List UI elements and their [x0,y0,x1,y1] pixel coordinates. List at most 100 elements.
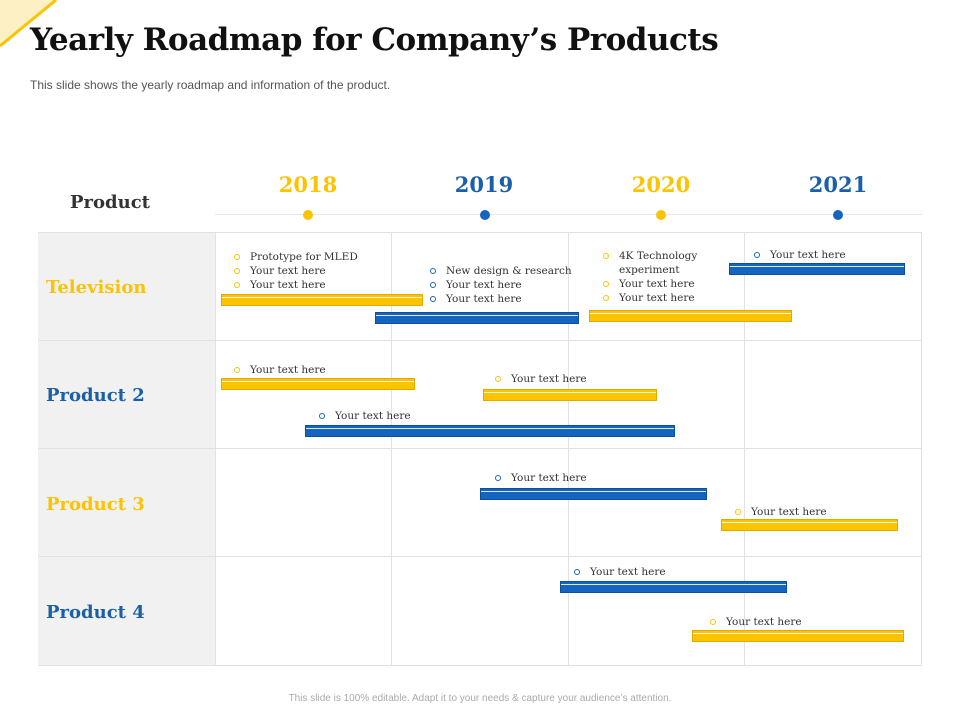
note-p3-a: Your text here [493,471,587,485]
note-item: Your text here [601,291,697,305]
year-label-2021: 2021 [808,172,868,197]
grid-line [568,232,569,665]
grid-line [391,232,392,665]
timeline-dot-2018 [303,210,313,220]
grid-line [38,340,922,341]
note-item: Your text here [232,278,358,292]
note-p4-b: Your text here [708,615,802,629]
timeline-dot-2019 [480,210,490,220]
timeline-line [215,214,922,215]
bullet-icon [234,367,240,373]
note-item: Your text here [317,409,411,423]
note-text: Your text here [751,506,827,518]
roadmap-bar[interactable] [589,310,792,322]
year-label-2018: 2018 [278,172,338,197]
year-label-2019: 2019 [454,172,514,197]
note-text: Your text here [511,373,587,385]
bullet-icon [430,282,436,288]
note-item: Your text here [572,565,666,579]
note-tv-2021: Your text here [752,248,846,262]
note-text: Your text here [250,364,326,376]
grid-line [38,665,922,666]
grid-line [38,232,922,233]
roadmap-bar[interactable] [729,263,905,275]
note-text: Your text here [590,566,666,578]
row-label-product-2: Product 2 [46,385,145,406]
bullet-icon [234,282,240,288]
bullet-icon [754,252,760,258]
note-p4-a: Your text here [572,565,666,579]
note-item: Your text here [428,292,572,306]
note-item: Your text here [493,471,587,485]
note-text: Prototype for MLED [250,251,358,263]
product-column-header: Product [70,192,150,213]
corner-accent [0,0,57,48]
grid-line [215,232,216,665]
bullet-icon [234,268,240,274]
bullet-icon [430,268,436,274]
note-item: New design & research [428,264,572,278]
timeline-dot-2020 [656,210,666,220]
note-item: Your text here [232,264,358,278]
bullet-icon [603,281,609,287]
note-p2-a: Your text here [232,363,326,377]
note-p2-b: Your text here [493,372,587,386]
roadmap-bar[interactable] [721,519,898,531]
bullet-icon [495,376,501,382]
note-text: New design & research [446,265,572,277]
note-text: Your text here [446,293,522,305]
note-item: Your text here [708,615,802,629]
grid-line [38,556,922,557]
roadmap-bar[interactable] [221,294,423,306]
note-item: Your text here [733,505,827,519]
note-text: experiment [619,264,680,276]
page-subtitle: This slide shows the yearly roadmap and … [30,78,391,92]
row-label-product-4: Product 4 [46,602,145,623]
bullet-icon [495,475,501,481]
roadmap-bar[interactable] [221,378,415,390]
note-item: Prototype for MLED [232,250,358,264]
bullet-icon [319,413,325,419]
bullet-icon [735,509,741,515]
bullet-icon [603,253,609,259]
bullet-icon [574,569,580,575]
bullet-icon [234,254,240,260]
row-label-product-3: Product 3 [46,494,145,515]
note-text: Your text here [446,279,522,291]
note-text: 4K Technology [619,250,698,262]
roadmap-bar[interactable] [305,425,675,437]
bullet-icon [710,619,716,625]
note-tv-2020: 4K Technology experiment Your text here You… [601,249,697,305]
bullet-icon [430,296,436,302]
note-text: Your text here [511,472,587,484]
note-text: Your text here [250,265,326,277]
grid-line [744,232,745,665]
roadmap-bar[interactable] [480,488,707,500]
grid-line [38,448,922,449]
grid-line [921,232,922,665]
note-item: experiment [601,263,697,277]
bullet-icon [603,295,609,301]
roadmap-bar[interactable] [483,389,657,401]
note-text: Your text here [770,249,846,261]
note-tv-2018: Prototype for MLED Your text here Your tex… [232,250,358,292]
note-text: Your text here [619,292,695,304]
note-item: Your text here [601,277,697,291]
note-item: 4K Technology [601,249,697,263]
note-item: Your text here [493,372,587,386]
row-label-television: Television [46,277,147,298]
note-text: Your text here [726,616,802,628]
roadmap-bar[interactable] [375,312,579,324]
note-item: Your text here [232,363,326,377]
note-p2-c: Your text here [317,409,411,423]
timeline-dot-2021 [833,210,843,220]
roadmap-bar[interactable] [692,630,904,642]
roadmap-bar[interactable] [560,581,787,593]
note-p3-b: Your text here [733,505,827,519]
footer-note: This slide is 100% editable. Adapt it to… [288,693,672,704]
note-tv-2019: New design & research Your text here Your … [428,264,572,306]
note-text: Your text here [619,278,695,290]
page-title: Yearly Roadmap for Company’s Products [30,22,719,58]
year-label-2020: 2020 [631,172,691,197]
note-item: Your text here [752,248,846,262]
